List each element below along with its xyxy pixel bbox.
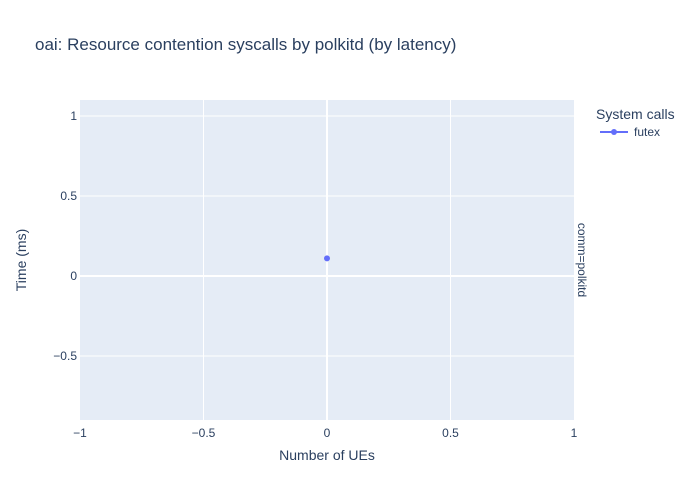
legend[interactable]: System calls futex <box>596 106 675 139</box>
y-tick-label: 1 <box>70 109 77 123</box>
legend-title: System calls <box>596 106 675 122</box>
y-tick-label: 0 <box>70 269 77 283</box>
x-tick-labels: −1 −0.5 0 0.5 1 <box>73 426 578 440</box>
x-tick-label: 0.5 <box>442 426 459 440</box>
x-tick-label: 1 <box>571 426 578 440</box>
legend-marker-futex[interactable] <box>611 129 617 135</box>
y-tick-labels: −0.5 0 0.5 1 <box>53 109 77 363</box>
y-tick-label: −0.5 <box>53 349 77 363</box>
data-point-futex[interactable] <box>324 255 330 262</box>
x-tick-label: −1 <box>73 426 87 440</box>
x-tick-label: 0 <box>324 426 331 440</box>
data-points[interactable] <box>324 255 330 262</box>
chart-title: oai: Resource contention syscalls by pol… <box>35 35 456 54</box>
x-axis-title: Number of UEs <box>279 447 375 463</box>
y-tick-label: 0.5 <box>60 189 77 203</box>
y-axis-title: Time (ms) <box>13 229 29 291</box>
x-tick-label: −0.5 <box>192 426 216 440</box>
facet-label: comm=polkitd <box>575 223 589 297</box>
legend-label-futex[interactable]: futex <box>634 125 660 139</box>
